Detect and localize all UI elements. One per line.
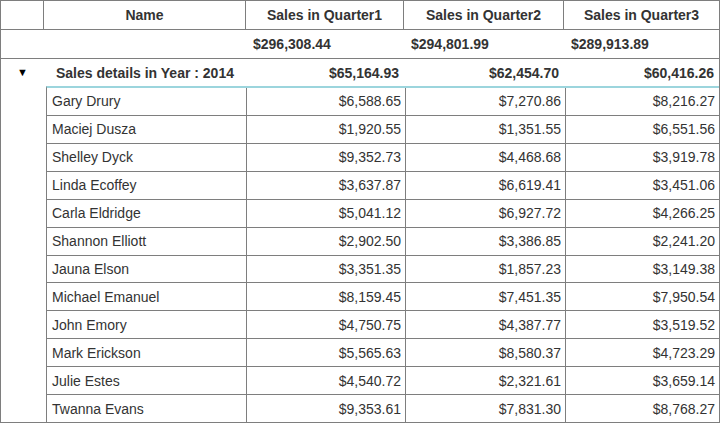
cell-name[interactable]: Maciej Dusza — [47, 116, 247, 143]
cell-quarter2[interactable]: $6,927.72 — [406, 200, 566, 227]
cell-name[interactable]: John Emory — [47, 311, 247, 338]
expander-cell: ▼ — [1, 67, 44, 78]
cell-quarter2[interactable]: $8,580.37 — [406, 339, 566, 366]
cell-quarter2[interactable]: $4,468.68 — [406, 144, 566, 171]
cell-quarter1[interactable]: $9,353.61 — [247, 395, 406, 422]
table-row[interactable]: Shannon Elliott $2,902.50 $3,386.85 $2,2… — [47, 228, 719, 256]
cell-name[interactable]: Mark Erickson — [47, 339, 247, 366]
cell-quarter2[interactable]: $6,619.41 — [406, 172, 566, 199]
group-caption-label: Sales details in Year : 2014 — [44, 65, 246, 81]
cell-name[interactable]: Twanna Evans — [47, 395, 247, 422]
cell-quarter3[interactable]: $8,216.27 — [566, 88, 719, 115]
grid-header: Name Sales in Quarter1 Sales in Quarter2… — [1, 1, 719, 30]
cell-quarter3[interactable]: $4,266.25 — [566, 200, 719, 227]
cell-quarter2[interactable]: $1,857.23 — [406, 256, 566, 283]
cell-quarter2[interactable]: $1,351.55 — [406, 116, 566, 143]
cell-quarter3[interactable]: $4,723.29 — [566, 339, 719, 366]
cell-quarter3[interactable]: $2,241.20 — [566, 228, 719, 255]
cell-quarter1[interactable]: $8,159.45 — [247, 283, 406, 310]
cell-quarter1[interactable]: $9,352.73 — [247, 144, 406, 171]
group-caption-row[interactable]: ▼ Sales details in Year : 2014 $65,164.9… — [1, 59, 719, 86]
collapse-icon[interactable]: ▼ — [17, 67, 28, 78]
summary-total-q2: $294,801.99 — [404, 36, 564, 52]
cell-name[interactable]: Michael Emanuel — [47, 283, 247, 310]
group-summary-q1: $65,164.93 — [246, 65, 404, 81]
cell-name[interactable]: Gary Drury — [47, 88, 247, 115]
table-row[interactable]: Shelley Dyck $9,352.73 $4,468.68 $3,919.… — [47, 144, 719, 172]
table-row[interactable]: Twanna Evans $9,353.61 $7,831.30 $8,768.… — [47, 395, 719, 422]
cell-name[interactable]: Linda Ecoffey — [47, 172, 247, 199]
cell-quarter2[interactable]: $3,386.85 — [406, 228, 566, 255]
cell-quarter1[interactable]: $3,351.35 — [247, 256, 406, 283]
cell-quarter3[interactable]: $3,149.38 — [566, 256, 719, 283]
cell-quarter1[interactable]: $3,637.87 — [247, 172, 406, 199]
cell-quarter2[interactable]: $4,387.77 — [406, 311, 566, 338]
cell-name[interactable]: Julie Estes — [47, 367, 247, 394]
header-cell-name[interactable]: Name — [44, 1, 246, 29]
cell-quarter2[interactable]: $7,831.30 — [406, 395, 566, 422]
summary-total-q3: $289,913.89 — [564, 36, 719, 52]
cell-name[interactable]: Carla Eldridge — [47, 200, 247, 227]
group-summary-q2: $62,454.70 — [404, 65, 564, 81]
table-row[interactable]: Julie Estes $4,540.72 $2,321.61 $3,659.1… — [47, 367, 719, 395]
cell-quarter1[interactable]: $6,588.65 — [247, 88, 406, 115]
cell-quarter3[interactable]: $3,659.14 — [566, 367, 719, 394]
cell-quarter1[interactable]: $5,041.12 — [247, 200, 406, 227]
table-row[interactable]: Maciej Dusza $1,920.55 $1,351.55 $6,551.… — [47, 116, 719, 144]
header-cell-quarter1[interactable]: Sales in Quarter1 — [246, 1, 404, 29]
cell-quarter3[interactable]: $3,919.78 — [566, 144, 719, 171]
table-row[interactable]: Gary Drury $6,588.65 $7,270.86 $8,216.27 — [47, 88, 719, 116]
cell-name[interactable]: Shannon Elliott — [47, 228, 247, 255]
cell-quarter3[interactable]: $6,551.56 — [566, 116, 719, 143]
cell-quarter2[interactable]: $7,270.86 — [406, 88, 566, 115]
cell-quarter3[interactable]: $3,519.52 — [566, 311, 719, 338]
summary-total-q1: $296,308.44 — [246, 36, 404, 52]
header-cell-expander — [1, 1, 44, 29]
table-row[interactable]: Mark Erickson $5,565.63 $8,580.37 $4,723… — [47, 339, 719, 367]
cell-quarter1[interactable]: $5,565.63 — [247, 339, 406, 366]
table-row[interactable]: Linda Ecoffey $3,637.87 $6,619.41 $3,451… — [47, 172, 719, 200]
cell-quarter1[interactable]: $4,750.75 — [247, 311, 406, 338]
summary-row: $296,308.44 $294,801.99 $289,913.89 — [1, 30, 719, 59]
cell-name[interactable]: Shelley Dyck — [47, 144, 247, 171]
sales-grid: Name Sales in Quarter1 Sales in Quarter2… — [0, 0, 720, 423]
header-cell-quarter2[interactable]: Sales in Quarter2 — [404, 1, 564, 29]
detail-rows: Gary Drury $6,588.65 $7,270.86 $8,216.27… — [46, 86, 719, 422]
cell-quarter3[interactable]: $7,950.54 — [566, 283, 719, 310]
cell-name[interactable]: Jauna Elson — [47, 256, 247, 283]
header-cell-quarter3[interactable]: Sales in Quarter3 — [564, 1, 719, 29]
table-row[interactable]: Jauna Elson $3,351.35 $1,857.23 $3,149.3… — [47, 256, 719, 284]
table-row[interactable]: Michael Emanuel $8,159.45 $7,451.35 $7,9… — [47, 283, 719, 311]
table-row[interactable]: John Emory $4,750.75 $4,387.77 $3,519.52 — [47, 311, 719, 339]
cell-quarter1[interactable]: $2,902.50 — [247, 228, 406, 255]
table-row[interactable]: Carla Eldridge $5,041.12 $6,927.72 $4,26… — [47, 200, 719, 228]
cell-quarter3[interactable]: $3,451.06 — [566, 172, 719, 199]
cell-quarter1[interactable]: $4,540.72 — [247, 367, 406, 394]
cell-quarter3[interactable]: $8,768.27 — [566, 395, 719, 422]
cell-quarter1[interactable]: $1,920.55 — [247, 116, 406, 143]
group-summary-q3: $60,416.26 — [564, 65, 719, 81]
cell-quarter2[interactable]: $2,321.61 — [406, 367, 566, 394]
cell-quarter2[interactable]: $7,451.35 — [406, 283, 566, 310]
